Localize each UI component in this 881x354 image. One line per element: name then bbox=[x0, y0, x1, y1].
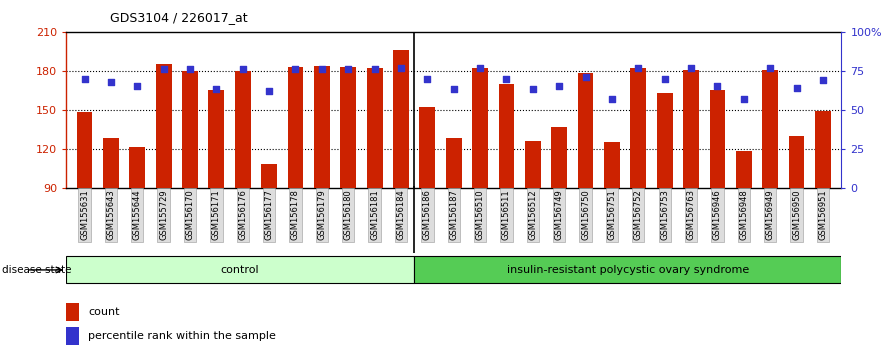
Text: GSM156749: GSM156749 bbox=[555, 189, 564, 240]
Bar bbox=[235, 71, 251, 188]
Point bbox=[684, 65, 698, 70]
Bar bbox=[66, 326, 79, 345]
Bar bbox=[130, 147, 145, 188]
Bar bbox=[393, 50, 409, 188]
Text: GSM156753: GSM156753 bbox=[660, 189, 670, 240]
Text: GSM156177: GSM156177 bbox=[264, 189, 274, 240]
Point bbox=[78, 76, 92, 81]
Text: GSM155729: GSM155729 bbox=[159, 189, 168, 240]
Bar bbox=[103, 138, 119, 188]
Text: GSM156751: GSM156751 bbox=[607, 189, 617, 240]
Bar bbox=[578, 73, 594, 188]
Point bbox=[367, 67, 381, 72]
Text: GSM156752: GSM156752 bbox=[633, 189, 643, 240]
Text: GSM156763: GSM156763 bbox=[686, 189, 695, 240]
Bar bbox=[709, 90, 725, 188]
Text: GSM156170: GSM156170 bbox=[186, 189, 195, 240]
Point bbox=[341, 67, 355, 72]
Point bbox=[315, 67, 329, 72]
Text: GSM155644: GSM155644 bbox=[133, 189, 142, 240]
Text: insulin-resistant polycystic ovary syndrome: insulin-resistant polycystic ovary syndr… bbox=[507, 265, 749, 275]
Text: GSM156948: GSM156948 bbox=[739, 189, 748, 240]
Text: GSM156171: GSM156171 bbox=[212, 189, 221, 240]
Text: control: control bbox=[221, 265, 259, 275]
Point bbox=[737, 96, 751, 102]
Text: GDS3104 / 226017_at: GDS3104 / 226017_at bbox=[110, 11, 248, 24]
Point bbox=[262, 88, 276, 94]
Bar bbox=[66, 303, 79, 321]
Bar bbox=[552, 127, 567, 188]
Point bbox=[605, 96, 619, 102]
Text: GSM156181: GSM156181 bbox=[370, 189, 379, 240]
Point bbox=[816, 77, 830, 83]
Bar bbox=[656, 93, 672, 188]
Point bbox=[447, 87, 461, 92]
Text: GSM156951: GSM156951 bbox=[818, 189, 827, 240]
Text: GSM156511: GSM156511 bbox=[502, 189, 511, 240]
Text: GSM155643: GSM155643 bbox=[107, 189, 115, 240]
Text: GSM156180: GSM156180 bbox=[344, 189, 352, 240]
Text: disease state: disease state bbox=[2, 265, 71, 275]
Text: GSM156186: GSM156186 bbox=[423, 189, 432, 240]
Text: GSM156946: GSM156946 bbox=[713, 189, 722, 240]
Text: GSM156179: GSM156179 bbox=[317, 189, 326, 240]
Bar bbox=[736, 151, 751, 188]
Bar bbox=[762, 69, 778, 188]
Text: GSM156949: GSM156949 bbox=[766, 189, 774, 240]
Bar bbox=[261, 164, 277, 188]
Point bbox=[210, 87, 224, 92]
Bar bbox=[419, 107, 435, 188]
Bar bbox=[472, 68, 488, 188]
Bar bbox=[340, 67, 356, 188]
Text: GSM156187: GSM156187 bbox=[449, 189, 458, 240]
Bar bbox=[446, 138, 462, 188]
Point bbox=[183, 67, 197, 72]
Point bbox=[104, 79, 118, 85]
Point bbox=[157, 67, 171, 72]
Bar bbox=[631, 68, 647, 188]
Point bbox=[236, 67, 250, 72]
Bar bbox=[366, 68, 382, 188]
FancyBboxPatch shape bbox=[66, 256, 414, 284]
Bar bbox=[209, 90, 225, 188]
Text: GSM155631: GSM155631 bbox=[80, 189, 89, 240]
Bar bbox=[499, 84, 515, 188]
Bar bbox=[525, 141, 541, 188]
Bar bbox=[77, 112, 93, 188]
Text: GSM156184: GSM156184 bbox=[396, 189, 405, 240]
Text: GSM156512: GSM156512 bbox=[529, 189, 537, 240]
Bar bbox=[182, 71, 198, 188]
Bar bbox=[287, 67, 303, 188]
Point bbox=[526, 87, 540, 92]
Point bbox=[552, 84, 566, 89]
Bar bbox=[788, 136, 804, 188]
Point bbox=[420, 76, 434, 81]
Point bbox=[632, 65, 646, 70]
Bar bbox=[156, 64, 172, 188]
Point bbox=[288, 67, 302, 72]
Text: percentile rank within the sample: percentile rank within the sample bbox=[88, 331, 276, 341]
Text: GSM156176: GSM156176 bbox=[238, 189, 248, 240]
FancyBboxPatch shape bbox=[414, 256, 841, 284]
Point bbox=[789, 85, 803, 91]
Point bbox=[657, 76, 671, 81]
Point bbox=[394, 65, 408, 70]
Text: GSM156510: GSM156510 bbox=[476, 189, 485, 240]
Point bbox=[130, 84, 144, 89]
Bar bbox=[815, 111, 831, 188]
Bar bbox=[314, 65, 329, 188]
Point bbox=[710, 84, 724, 89]
Text: GSM156750: GSM156750 bbox=[581, 189, 590, 240]
Bar bbox=[604, 142, 620, 188]
Bar bbox=[683, 69, 699, 188]
Point bbox=[500, 76, 514, 81]
Point bbox=[473, 65, 487, 70]
Text: count: count bbox=[88, 307, 120, 317]
Text: GSM156950: GSM156950 bbox=[792, 189, 801, 240]
Text: GSM156178: GSM156178 bbox=[291, 189, 300, 240]
Point bbox=[763, 65, 777, 70]
Point bbox=[579, 74, 593, 80]
